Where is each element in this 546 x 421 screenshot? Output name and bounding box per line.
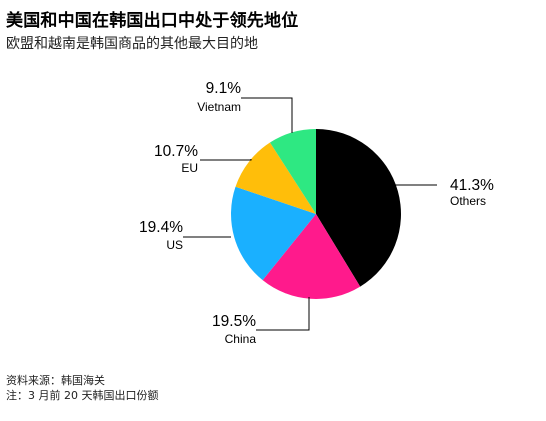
data-label-vietnam: 9.1% bbox=[206, 80, 242, 97]
chart-subtitle: 欧盟和越南是韩国商品的其他最大目的地 bbox=[6, 36, 258, 52]
chart-footer: 资料来源：韩国海关 注：3 月前 20 天韩国出口份额 bbox=[6, 373, 159, 403]
category-label-china: China bbox=[225, 332, 257, 346]
chart-title: 美国和中国在韩国出口中处于领先地位 bbox=[6, 11, 299, 31]
leader-line-eu bbox=[200, 159, 252, 161]
leader-line-vietnam bbox=[241, 97, 293, 133]
category-label-vietnam: Vietnam bbox=[197, 100, 241, 114]
pie-slice-china bbox=[262, 214, 361, 299]
pie-slice-others bbox=[316, 129, 401, 287]
pie-slice-eu bbox=[235, 142, 316, 214]
data-label-china: 19.5% bbox=[212, 313, 256, 330]
category-label-others: Others bbox=[450, 194, 486, 208]
pie-slice-us bbox=[231, 186, 316, 281]
pie-slice-vietnam bbox=[270, 129, 316, 214]
source-note: 资料来源：韩国海关 bbox=[6, 374, 105, 387]
data-label-others: 41.3% bbox=[450, 177, 494, 194]
data-label-us: 19.4% bbox=[139, 219, 183, 236]
data-label-eu: 10.7% bbox=[154, 143, 198, 160]
category-label-us: US bbox=[166, 238, 183, 252]
leader-line-china bbox=[256, 297, 310, 331]
category-label-eu: EU bbox=[181, 161, 198, 175]
footnote: 注：3 月前 20 天韩国出口份额 bbox=[6, 389, 159, 402]
